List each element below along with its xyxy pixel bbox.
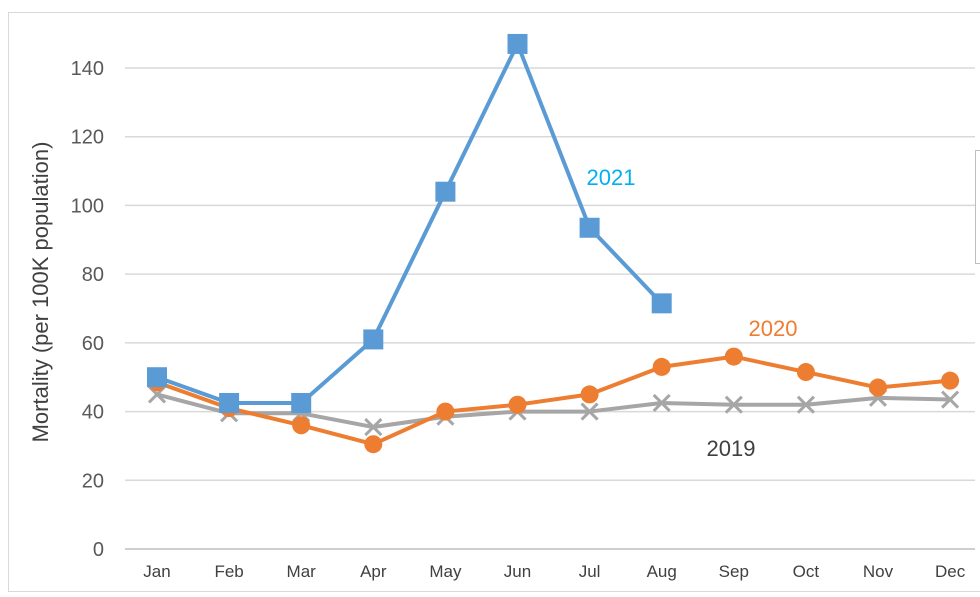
y-tick-20: 20 xyxy=(82,470,104,492)
x-tick-feb: Feb xyxy=(214,562,243,581)
point-2020-jun xyxy=(508,395,527,414)
point-2020-jul xyxy=(580,385,599,404)
point-2020-aug xyxy=(652,357,671,376)
x-tick-labels: Jan Feb Mar Apr May Jun Jul Aug Sep Oct Nov Dec xyxy=(143,562,965,581)
point-2021-jun xyxy=(507,33,528,54)
x-tick-aug: Aug xyxy=(647,562,677,581)
point-2019-sep xyxy=(724,395,743,414)
y-tick-100: 100 xyxy=(71,195,104,217)
point-2020-sep xyxy=(724,347,743,366)
point-2019-dec xyxy=(941,390,960,409)
point-2020-may xyxy=(436,402,455,421)
y-axis-label: Mortality (per 100K population) xyxy=(28,142,53,443)
x-tick-apr: Apr xyxy=(360,562,387,581)
x-tick-nov: Nov xyxy=(863,562,894,581)
series-annotations: 2021 2020 2019 xyxy=(587,165,798,461)
y-tick-120: 120 xyxy=(71,127,104,149)
point-2021-mar xyxy=(291,392,312,413)
series-line-2020 xyxy=(155,354,953,447)
y-tick-labels: 0 20 40 60 80 100 120 140 xyxy=(71,58,104,561)
point-2020-mar xyxy=(292,416,311,435)
clipped-panel-edge xyxy=(975,150,980,264)
x-tick-sep: Sep xyxy=(719,562,749,581)
point-2019-jul xyxy=(580,402,599,421)
y-tick-0: 0 xyxy=(93,539,104,561)
point-2021-jul xyxy=(579,217,600,238)
point-2021-apr xyxy=(363,329,384,350)
point-2020-oct xyxy=(796,363,815,382)
x-tick-dec: Dec xyxy=(935,562,966,581)
x-tick-jan: Jan xyxy=(143,562,170,581)
annotation-2021: 2021 xyxy=(587,165,636,190)
x-tick-mar: Mar xyxy=(287,562,317,581)
y-tick-140: 140 xyxy=(71,58,104,80)
series-line-2021 xyxy=(155,41,664,405)
series-lines xyxy=(155,41,953,447)
series-markers xyxy=(147,33,960,454)
point-2021-aug xyxy=(651,293,672,314)
point-2019-oct xyxy=(796,395,815,414)
y-tick-40: 40 xyxy=(82,402,104,424)
point-2020-apr xyxy=(364,435,383,454)
point-2019-apr xyxy=(364,417,383,437)
point-2020-nov xyxy=(869,378,887,397)
gridlines xyxy=(125,67,975,550)
x-tick-oct: Oct xyxy=(793,562,820,581)
x-tick-jun: Jun xyxy=(504,562,531,581)
point-2020-dec xyxy=(941,371,960,390)
x-tick-jul: Jul xyxy=(579,562,601,581)
y-tick-60: 60 xyxy=(82,333,104,355)
point-2021-feb xyxy=(219,392,240,413)
y-tick-80: 80 xyxy=(82,264,104,286)
point-2021-may xyxy=(435,181,456,202)
series-line-2019 xyxy=(155,392,953,430)
x-tick-may: May xyxy=(429,562,462,581)
point-2021-jan xyxy=(147,367,167,388)
annotation-2019: 2019 xyxy=(707,436,756,461)
point-2019-aug xyxy=(652,393,671,413)
annotation-2020: 2020 xyxy=(749,316,798,341)
